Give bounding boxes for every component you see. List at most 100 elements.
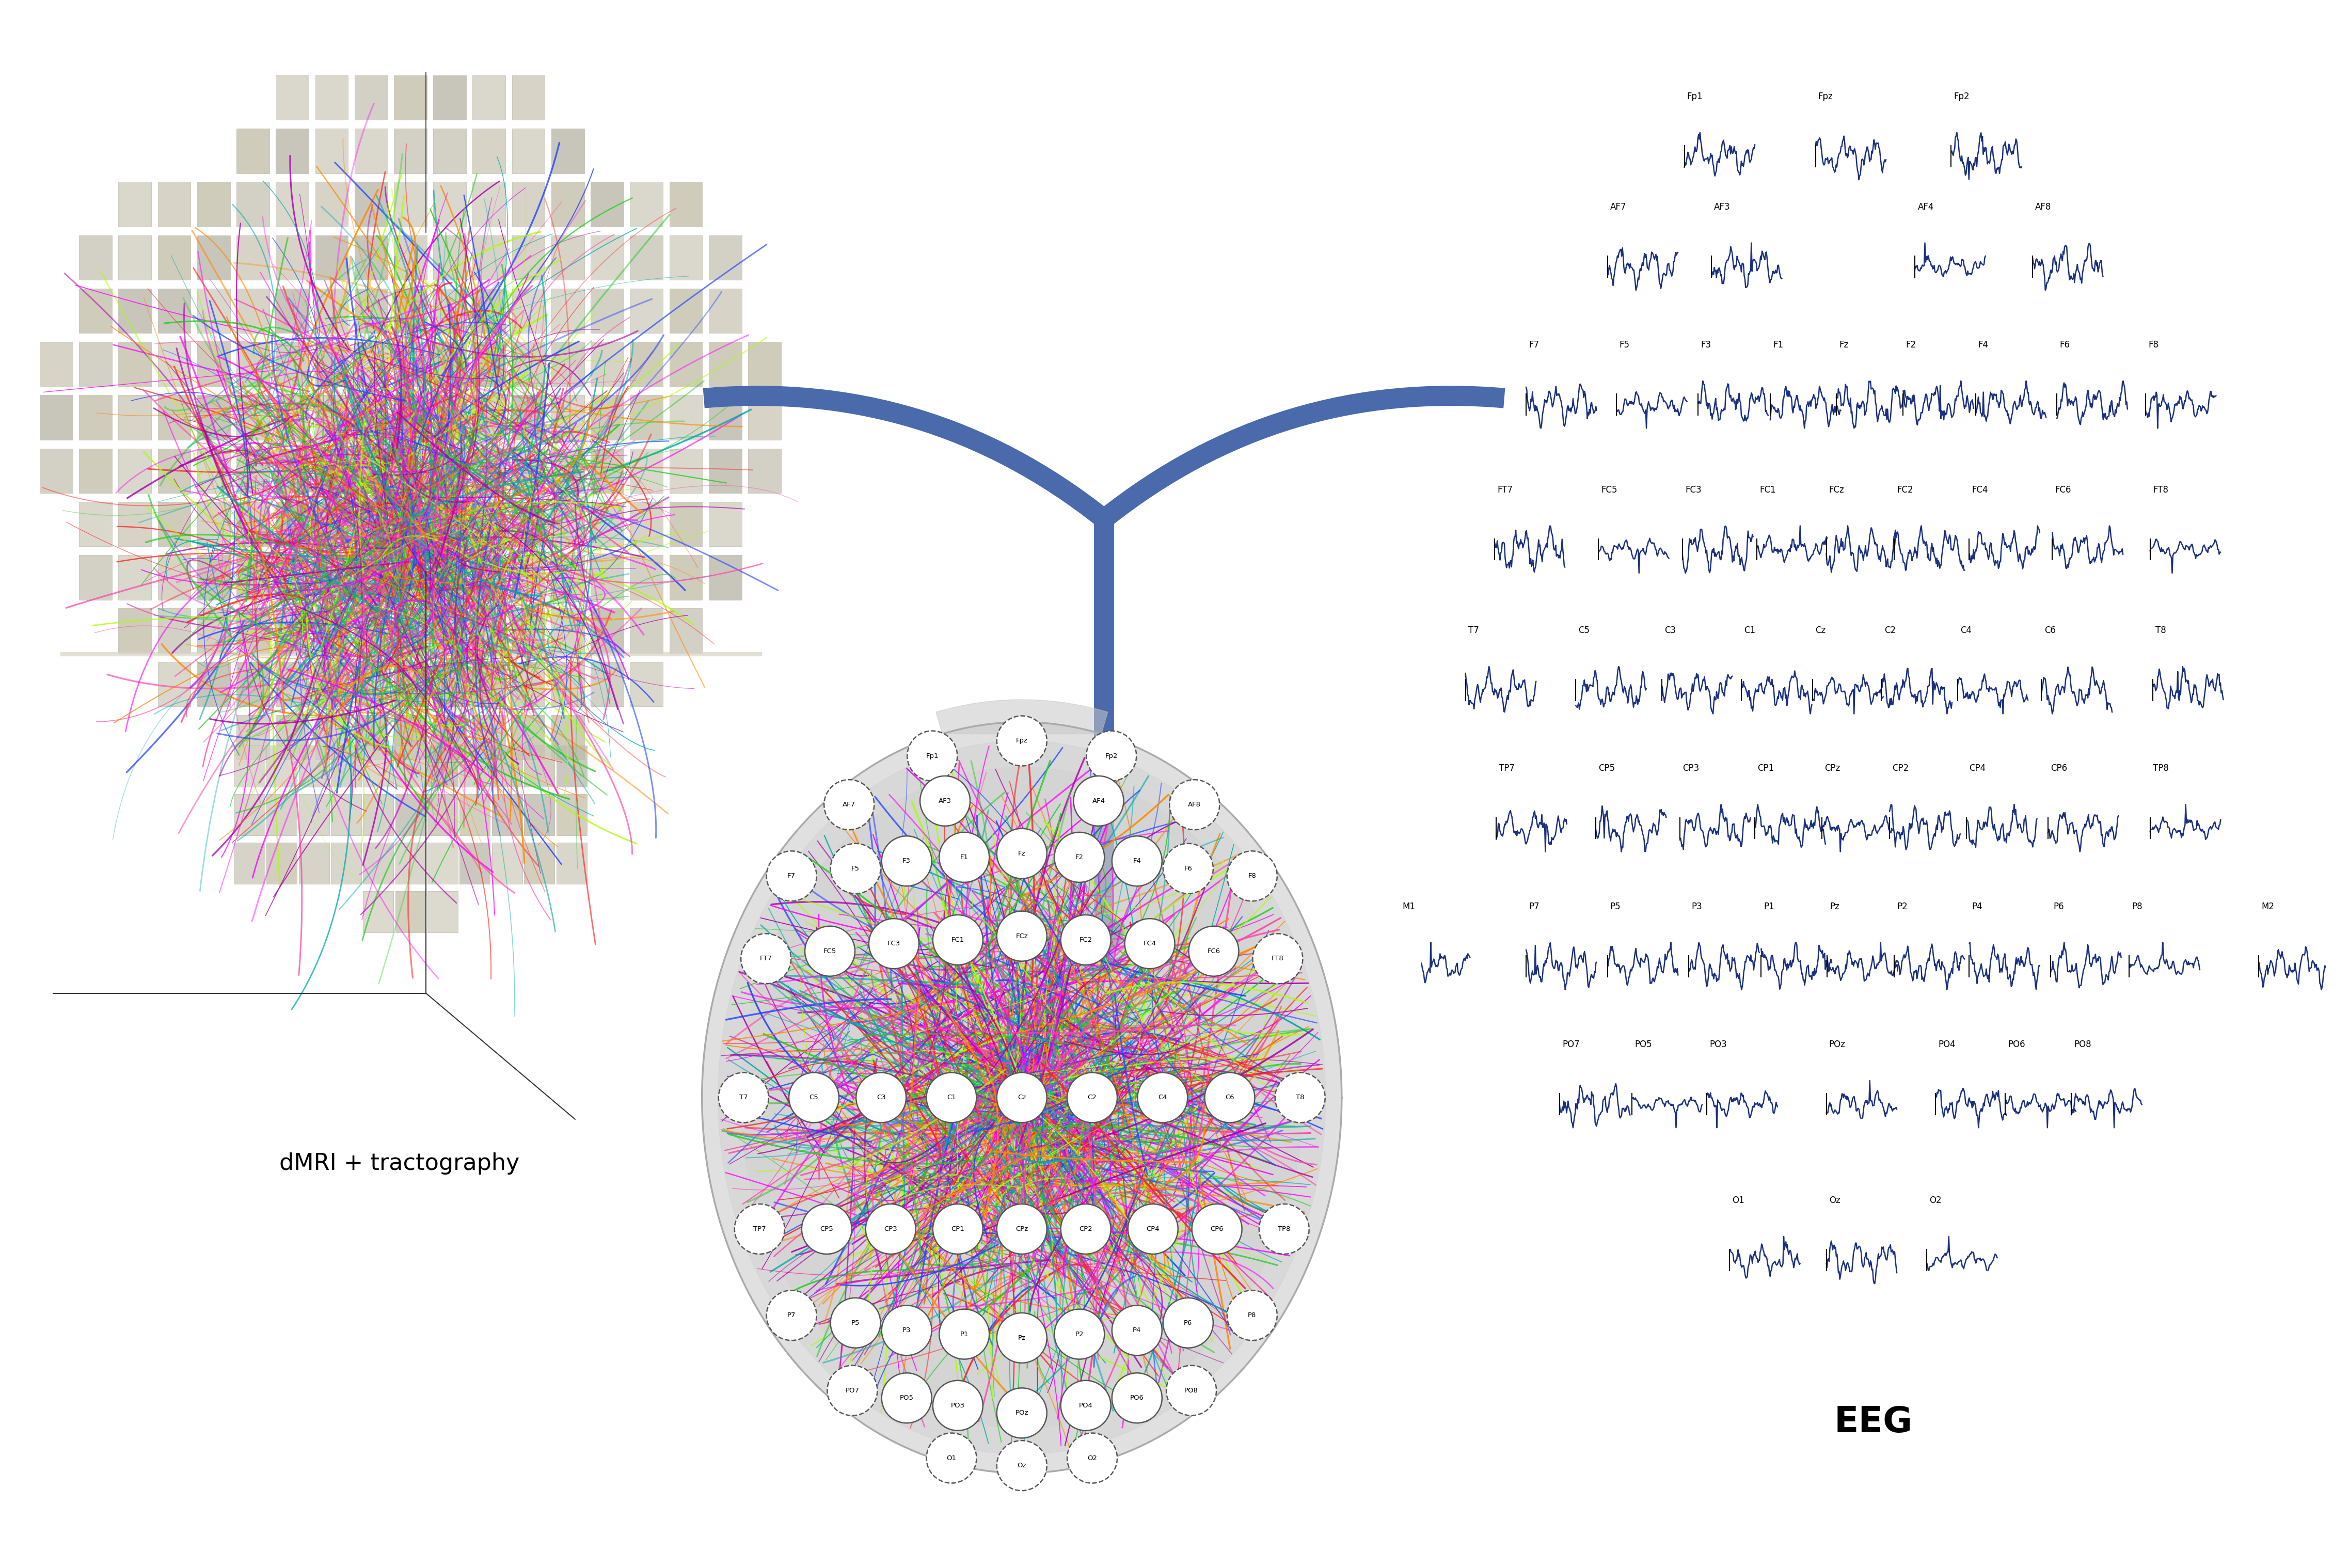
Bar <box>355 289 388 332</box>
Bar <box>552 342 585 386</box>
Bar <box>669 448 702 492</box>
Circle shape <box>926 1433 977 1483</box>
Bar <box>395 662 428 706</box>
Text: M1: M1 <box>1402 902 1414 911</box>
Text: F5: F5 <box>1618 340 1630 350</box>
Bar <box>472 75 505 119</box>
Bar <box>709 289 742 332</box>
Text: PO3: PO3 <box>1710 1040 1727 1049</box>
Text: AF3: AF3 <box>1715 202 1731 212</box>
Circle shape <box>867 1204 916 1254</box>
Bar <box>432 129 465 172</box>
Bar <box>432 395 465 439</box>
Circle shape <box>1062 914 1111 964</box>
Text: FC2: FC2 <box>1898 485 1912 494</box>
Text: TP8: TP8 <box>2152 764 2168 773</box>
Bar <box>432 235 465 279</box>
Text: F8: F8 <box>2149 340 2159 350</box>
Bar <box>315 289 348 332</box>
Text: PO7: PO7 <box>846 1388 860 1394</box>
Circle shape <box>996 828 1048 878</box>
Bar <box>428 746 458 787</box>
Circle shape <box>827 1366 876 1416</box>
Circle shape <box>1085 731 1137 781</box>
Text: CP6: CP6 <box>2051 764 2067 773</box>
Bar <box>590 555 622 599</box>
Bar <box>747 342 780 386</box>
Text: FC4: FC4 <box>1971 485 1987 494</box>
Text: F1: F1 <box>1773 340 1783 350</box>
Bar <box>275 342 308 386</box>
Text: Fz: Fz <box>1017 850 1027 856</box>
Circle shape <box>1073 776 1123 826</box>
Bar <box>472 129 505 172</box>
Bar <box>630 289 662 332</box>
Text: AF7: AF7 <box>1609 202 1626 212</box>
Bar <box>315 715 348 759</box>
Bar <box>432 662 465 706</box>
Bar <box>512 342 545 386</box>
Text: POz: POz <box>1015 1410 1029 1416</box>
Bar <box>512 715 545 759</box>
Bar <box>432 502 465 546</box>
Circle shape <box>1205 1073 1254 1123</box>
Text: CP3: CP3 <box>1682 764 1698 773</box>
Bar <box>630 555 662 599</box>
Text: Fp2: Fp2 <box>1104 753 1118 759</box>
Bar <box>669 342 702 386</box>
Bar <box>197 662 230 706</box>
Bar <box>512 555 545 599</box>
Bar <box>331 746 362 787</box>
Bar <box>117 342 150 386</box>
Text: F2: F2 <box>1905 340 1917 350</box>
Bar <box>512 129 545 172</box>
Bar <box>40 395 73 439</box>
Bar <box>117 235 150 279</box>
Circle shape <box>1226 851 1278 902</box>
Circle shape <box>735 1204 785 1254</box>
Circle shape <box>933 1204 982 1254</box>
Bar <box>432 448 465 492</box>
Bar <box>235 793 265 836</box>
Bar <box>552 555 585 599</box>
Text: CP6: CP6 <box>1210 1226 1224 1232</box>
Circle shape <box>933 914 982 964</box>
Bar <box>472 662 505 706</box>
Circle shape <box>1062 1380 1111 1430</box>
Circle shape <box>832 844 881 894</box>
Circle shape <box>996 1204 1048 1254</box>
Bar <box>472 715 505 759</box>
Circle shape <box>926 1073 977 1123</box>
Bar <box>237 448 270 492</box>
Bar <box>747 448 780 492</box>
Text: O2: O2 <box>1929 1196 1943 1204</box>
Bar <box>395 235 428 279</box>
Bar <box>491 842 521 884</box>
Bar <box>512 289 545 332</box>
Bar <box>197 448 230 492</box>
Bar <box>117 395 150 439</box>
Circle shape <box>1055 1309 1104 1359</box>
Circle shape <box>789 1073 839 1123</box>
Text: P7: P7 <box>787 1312 796 1319</box>
Text: T7: T7 <box>1468 626 1480 635</box>
Bar <box>197 182 230 226</box>
Circle shape <box>1111 1374 1163 1424</box>
Text: FT8: FT8 <box>2152 485 2168 494</box>
Bar <box>237 502 270 546</box>
Circle shape <box>766 1290 817 1341</box>
Circle shape <box>801 1204 853 1254</box>
Text: AF8: AF8 <box>1189 801 1200 808</box>
Polygon shape <box>719 742 1325 1454</box>
Bar <box>315 75 348 119</box>
Text: POz: POz <box>1830 1040 1846 1049</box>
Text: Cz: Cz <box>1816 626 1825 635</box>
Circle shape <box>996 1441 1048 1491</box>
Bar <box>460 842 491 884</box>
Bar <box>355 235 388 279</box>
Text: CPz: CPz <box>1825 764 1839 773</box>
Bar <box>552 395 585 439</box>
Bar <box>315 502 348 546</box>
Text: CP4: CP4 <box>1146 1226 1160 1232</box>
Circle shape <box>1259 1204 1308 1254</box>
